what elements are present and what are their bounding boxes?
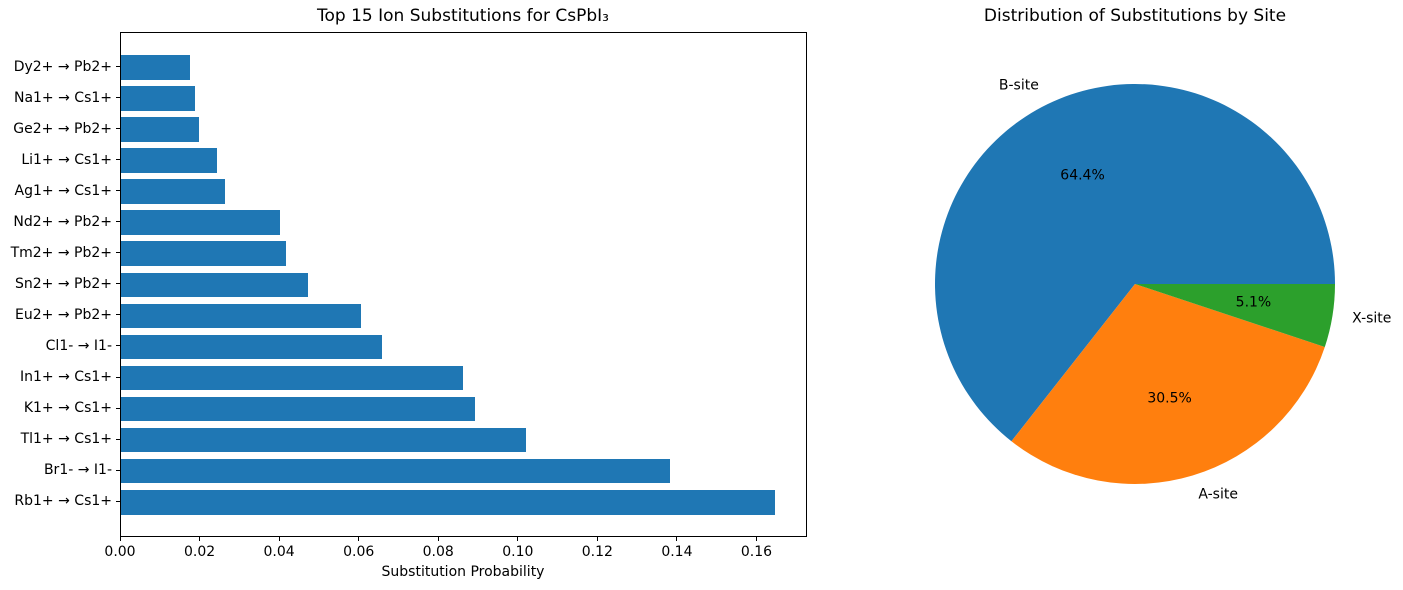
pie-slice-label: A-site — [1198, 486, 1238, 503]
pie-percent-label: 64.4% — [1060, 167, 1105, 184]
x-tick-label: 0.16 — [740, 544, 773, 560]
pie-slice-label: X-site — [1352, 310, 1392, 327]
bar — [121, 334, 382, 360]
y-tick-mark — [116, 190, 120, 192]
y-tick-label: Cl1- → I1- — [45, 337, 112, 354]
bar — [121, 396, 475, 422]
bar-chart-title: Top 15 Ion Substitutions for CsPbI₃ — [317, 6, 609, 26]
x-tick-mark — [596, 537, 598, 541]
x-tick-mark — [278, 537, 280, 541]
bar — [121, 86, 195, 112]
y-tick-label: Li1+ → Cs1+ — [21, 151, 112, 168]
pie-slice-a-site — [1011, 284, 1325, 485]
bar-plot-area — [120, 32, 807, 537]
y-tick-mark — [116, 500, 120, 502]
bar — [121, 365, 463, 391]
bar — [121, 241, 286, 267]
y-tick-label: Rb1+ → Cs1+ — [14, 493, 112, 510]
x-tick-mark — [437, 537, 439, 541]
pie-slice-b-site — [935, 84, 1335, 442]
y-tick-label: Ge2+ → Pb2+ — [13, 120, 112, 137]
bar — [121, 55, 190, 81]
y-tick-label: Tm2+ → Pb2+ — [10, 244, 112, 261]
pie-chart-title: Distribution of Substitutions by Site — [983, 6, 1287, 26]
y-tick-label: Na1+ → Cs1+ — [13, 89, 112, 106]
y-tick-label: Br1- → I1- — [43, 462, 112, 479]
y-tick-label: Sn2+ → Pb2+ — [15, 275, 112, 292]
y-tick-label: Ag1+ → Cs1+ — [14, 182, 112, 199]
y-tick-mark — [116, 376, 120, 378]
x-tick-mark — [358, 537, 360, 541]
x-tick-label: 0.02 — [183, 544, 216, 560]
x-tick-label: 0.14 — [661, 544, 693, 560]
y-tick-mark — [116, 407, 120, 409]
pie-percent-label: 5.1% — [1235, 294, 1272, 311]
bar — [121, 458, 670, 484]
y-tick-mark — [116, 469, 120, 471]
bar — [121, 489, 776, 515]
x-tick-mark — [199, 537, 201, 541]
x-axis-title: Substitution Probability — [381, 564, 545, 580]
x-tick-label: 0.10 — [502, 544, 534, 560]
y-tick-mark — [116, 438, 120, 440]
bar — [121, 303, 361, 329]
x-tick-label: 0.04 — [263, 544, 295, 560]
pie-svg — [935, 84, 1335, 485]
x-tick-label: 0.06 — [343, 544, 375, 560]
pie-slice-label: B-site — [998, 77, 1039, 94]
y-tick-label: Tl1+ → Cs1+ — [20, 431, 112, 448]
y-tick-mark — [116, 159, 120, 161]
y-tick-label: Eu2+ → Pb2+ — [15, 306, 112, 323]
x-tick-label: 0.00 — [104, 544, 136, 560]
bar — [121, 179, 225, 205]
x-tick-mark — [676, 537, 678, 541]
pie-slice-x-site — [1135, 284, 1335, 347]
bar — [121, 427, 526, 453]
bar — [121, 148, 217, 174]
y-tick-label: Dy2+ → Pb2+ — [13, 58, 112, 75]
y-tick-label: K1+ → Cs1+ — [23, 400, 112, 417]
bar — [121, 117, 199, 143]
y-tick-mark — [116, 314, 120, 316]
y-tick-mark — [116, 221, 120, 223]
x-tick-mark — [119, 537, 121, 541]
x-tick-mark — [517, 537, 519, 541]
y-tick-mark — [116, 252, 120, 254]
x-tick-label: 0.12 — [581, 544, 613, 560]
y-tick-label: Nd2+ → Pb2+ — [13, 213, 112, 230]
y-tick-mark — [116, 128, 120, 130]
y-tick-mark — [116, 97, 120, 99]
bar — [121, 272, 308, 298]
pie-percent-label: 30.5% — [1147, 390, 1192, 407]
y-tick-mark — [116, 345, 120, 347]
x-tick-label: 0.08 — [422, 544, 454, 560]
x-tick-mark — [755, 537, 757, 541]
y-tick-mark — [116, 283, 120, 285]
y-tick-mark — [116, 66, 120, 68]
y-tick-label: In1+ → Cs1+ — [20, 369, 112, 385]
bar — [121, 210, 280, 236]
